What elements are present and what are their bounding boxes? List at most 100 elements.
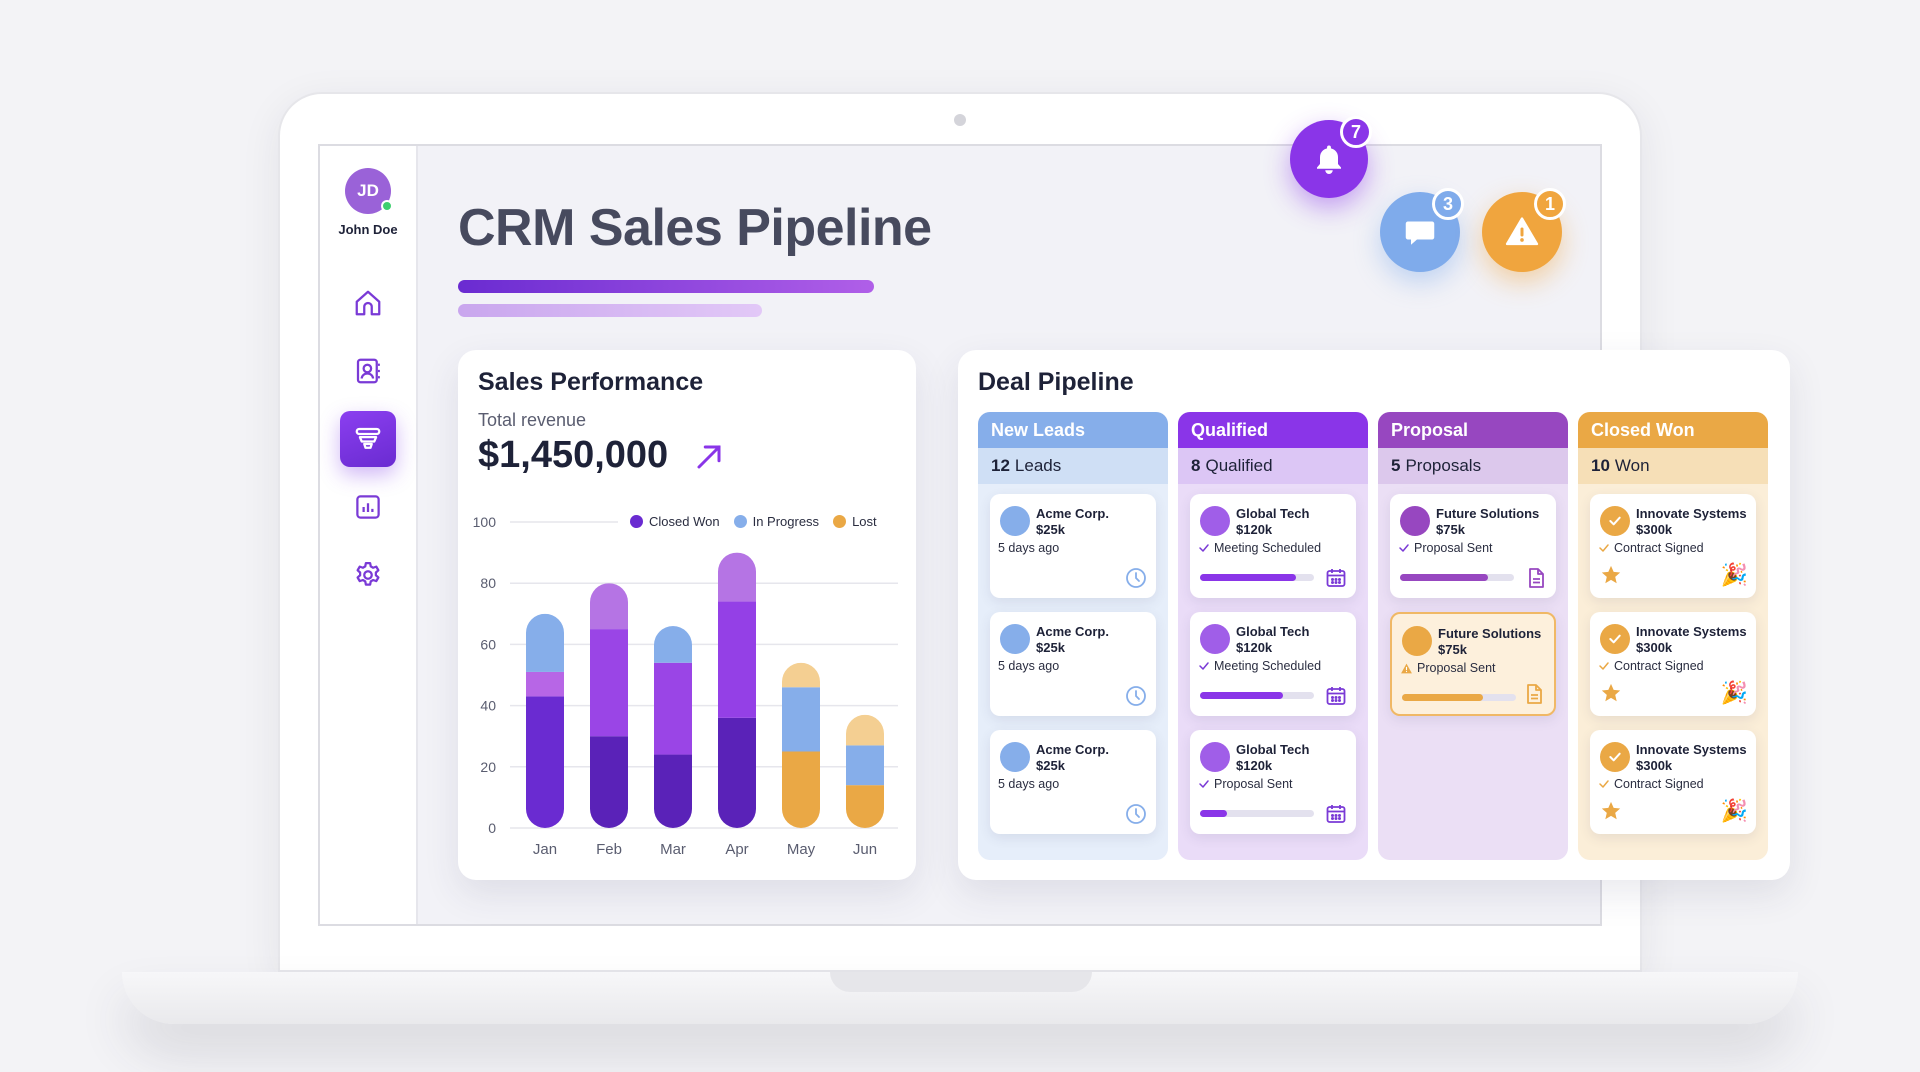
deal-card[interactable]: Innovate Systems $300k Contract Signed 🎉 xyxy=(1590,612,1756,716)
star-icon[interactable] xyxy=(1600,682,1622,704)
column-header[interactable]: Proposal xyxy=(1378,412,1568,448)
deal-status: Meeting Scheduled xyxy=(1198,541,1321,555)
company-avatar xyxy=(1000,506,1030,536)
pipeline-columns: New Leads 12 Leads Acme Corp. $25k 5 days… xyxy=(978,412,1768,860)
bar-mar[interactable] xyxy=(654,626,692,828)
deal-status: Proposal Sent xyxy=(1398,541,1493,555)
legend-swatch xyxy=(833,515,847,528)
deal-company: Acme Corp. xyxy=(1036,506,1109,521)
column-count: 8 Qualified xyxy=(1178,448,1368,484)
column-body: Future Solutions $75k Proposal Sent Futu… xyxy=(1378,484,1568,726)
calendar-icon[interactable] xyxy=(1324,802,1348,826)
messages-count-badge: 3 xyxy=(1432,188,1464,220)
star-icon[interactable] xyxy=(1600,564,1622,586)
calendar-icon[interactable] xyxy=(1324,684,1348,708)
legend-item[interactable]: In Progress xyxy=(733,514,819,529)
party-popper-icon: 🎉 xyxy=(1720,798,1748,823)
sidebar-item-pipeline[interactable] xyxy=(340,411,396,467)
deal-amount: $120k xyxy=(1236,522,1273,537)
alerts-button[interactable]: 1 xyxy=(1482,188,1566,272)
deal-status-text: 5 days ago xyxy=(998,659,1060,673)
sidebar-item-home[interactable] xyxy=(340,275,396,331)
stacked-bar-chart: 0 20 40 60 80 100 Jan Feb Mar Apr May Jun xyxy=(473,514,898,858)
bar-chart-icon xyxy=(356,495,380,519)
clock-icon[interactable] xyxy=(1124,802,1148,826)
deal-amount: $120k xyxy=(1236,640,1273,655)
check-icon xyxy=(1599,662,1609,670)
bar-may[interactable] xyxy=(782,662,820,828)
clock-icon[interactable] xyxy=(1124,684,1148,708)
bar-feb[interactable] xyxy=(590,583,628,828)
bar-segment xyxy=(782,687,820,752)
title-accent-bar-secondary xyxy=(458,304,762,317)
deal-status: Contract Signed xyxy=(1598,777,1704,791)
column-header[interactable]: Closed Won xyxy=(1578,412,1768,448)
bar-segment xyxy=(846,714,884,746)
column-count: 5 Proposals xyxy=(1378,448,1568,484)
column-count: 12 Leads xyxy=(978,448,1168,484)
deal-card[interactable]: Future Solutions $75k Proposal Sent xyxy=(1390,612,1556,716)
column-header[interactable]: Qualified xyxy=(1178,412,1368,448)
column-count-label: Leads xyxy=(1014,456,1062,475)
deal-card[interactable]: Innovate Systems $300k Contract Signed 🎉 xyxy=(1590,494,1756,598)
sidebar-item-settings[interactable] xyxy=(340,547,396,603)
deal-progress-bar xyxy=(1200,810,1314,817)
deal-company: Future Solutions xyxy=(1436,506,1540,521)
clock-icon[interactable] xyxy=(1124,566,1148,590)
bar-segment xyxy=(782,751,820,828)
document-icon[interactable] xyxy=(1524,566,1548,590)
y-tick-label: 100 xyxy=(473,514,497,530)
bar-apr[interactable] xyxy=(718,552,756,828)
deal-status: 5 days ago xyxy=(998,659,1059,673)
deal-progress-fill xyxy=(1200,810,1228,817)
deal-card[interactable]: Global Tech $120k Meeting Scheduled xyxy=(1190,612,1356,716)
legend-item[interactable]: Closed Won xyxy=(630,514,720,529)
deal-card[interactable]: Innovate Systems $300k Contract Signed 🎉 xyxy=(1590,730,1756,834)
contact-book-icon xyxy=(356,358,380,384)
deal-card[interactable]: Global Tech $120k Meeting Scheduled xyxy=(1190,494,1356,598)
deal-company: Global Tech xyxy=(1236,624,1310,639)
star-icon[interactable] xyxy=(1600,800,1622,822)
x-tick-label: Jan xyxy=(533,841,557,858)
bar-segment xyxy=(526,696,564,828)
column-count-number: 10 xyxy=(1591,456,1610,475)
deal-card[interactable]: Acme Corp. $25k 5 days ago xyxy=(990,494,1156,598)
company-avatar xyxy=(1600,742,1630,772)
column-header[interactable]: New Leads xyxy=(978,412,1168,448)
column-title: New Leads xyxy=(991,419,1086,440)
deal-card[interactable]: Global Tech $120k Proposal Sent xyxy=(1190,730,1356,834)
bar-segment xyxy=(654,662,692,755)
user-name: John Doe xyxy=(338,222,398,237)
deal-status-text: Meeting Scheduled xyxy=(1214,541,1322,555)
page-title: CRM Sales Pipeline xyxy=(458,199,932,257)
column-body: Innovate Systems $300k Contract Signed 🎉 … xyxy=(1578,484,1768,844)
y-tick-label: 60 xyxy=(480,636,496,652)
sidebar-item-contacts[interactable] xyxy=(340,343,396,399)
column-count-label: Proposals xyxy=(1405,456,1482,475)
calendar-icon[interactable] xyxy=(1324,566,1348,590)
company-avatar xyxy=(1200,742,1230,772)
messages-button[interactable]: 3 xyxy=(1380,188,1464,272)
company-avatar xyxy=(1400,506,1430,536)
bar-segment xyxy=(846,785,884,828)
bar-jan[interactable] xyxy=(526,613,564,828)
company-avatar xyxy=(1200,624,1230,654)
legend-item[interactable]: Lost xyxy=(833,514,877,529)
deal-card[interactable]: Future Solutions $75k Proposal Sent xyxy=(1390,494,1556,598)
deal-company: Acme Corp. xyxy=(1036,742,1109,757)
deal-card[interactable]: Acme Corp. $25k 5 days ago xyxy=(990,612,1156,716)
title-accent-bar xyxy=(458,280,874,293)
avatar[interactable]: JD xyxy=(345,168,393,214)
bar-jun[interactable] xyxy=(846,714,884,828)
notifications-button[interactable]: 7 xyxy=(1290,116,1372,198)
deal-card[interactable]: Acme Corp. $25k 5 days ago xyxy=(990,730,1156,834)
bar-segment xyxy=(590,629,628,737)
document-icon[interactable] xyxy=(1522,682,1546,706)
warning-icon xyxy=(1505,217,1539,246)
sidebar-item-reports[interactable] xyxy=(340,479,396,535)
deal-progress-bar xyxy=(1402,694,1516,701)
x-tick-label: May xyxy=(787,841,816,858)
deal-status-text: Proposal Sent xyxy=(1417,661,1496,675)
sidebar-nav xyxy=(340,275,396,603)
chart-legend: Closed Won In Progress Lost xyxy=(630,514,877,529)
